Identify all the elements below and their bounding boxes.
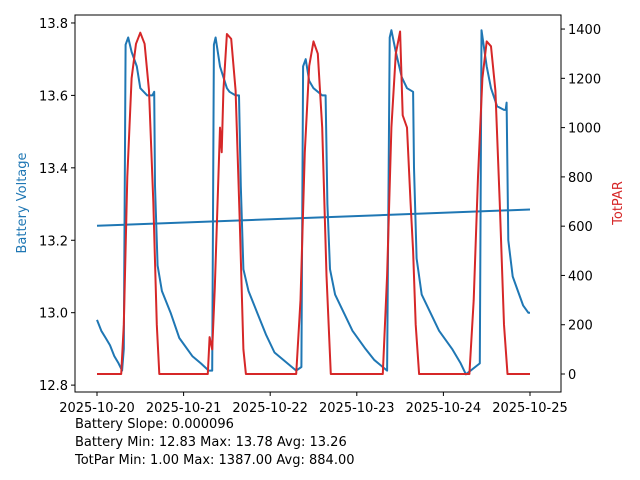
- left-axis-label: Battery Voltage: [15, 152, 30, 253]
- x-tick-label: 2025-10-23: [319, 401, 395, 416]
- y-right-tick-label: 600: [568, 220, 593, 235]
- y-right-tick-label: 800: [568, 171, 593, 186]
- y-left-tick-label: 13.0: [39, 307, 68, 322]
- y-right-tick-label: 400: [568, 269, 593, 284]
- series-battery-voltage: [96, 29, 530, 376]
- y-left-tick-label: 13.6: [39, 89, 68, 104]
- y-left-tick-label: 13.2: [39, 234, 68, 249]
- x-tick-label: 2025-10-25: [492, 401, 568, 416]
- y-left-tick-label: 13.8: [39, 17, 68, 32]
- y-right-tick-label: 1000: [568, 122, 601, 137]
- annotation-battery-stats: Battery Min: 12.83 Max: 13.78 Avg: 13.26: [75, 435, 347, 450]
- series-battery-trend: [96, 208, 531, 227]
- x-tick-label: 2025-10-22: [232, 401, 308, 416]
- annotation-battery-slope: Battery Slope: 0.000096: [75, 417, 234, 432]
- series-totpar: [97, 30, 530, 375]
- x-tick-label: 2025-10-20: [59, 401, 135, 416]
- y-left-tick-label: 12.8: [39, 379, 68, 394]
- y-right-tick-label: 200: [568, 319, 593, 334]
- x-tick-label: 2025-10-21: [146, 401, 222, 416]
- annotation-totpar-stats: TotPar Min: 1.00 Max: 1387.00 Avg: 884.0…: [75, 453, 355, 468]
- y-left-tick-label: 13.4: [39, 162, 68, 177]
- x-tick-label: 2025-10-24: [406, 401, 482, 416]
- y-right-tick-label: 1200: [568, 72, 601, 87]
- y-right-tick-label: 0: [568, 368, 576, 383]
- y-right-tick-label: 1400: [568, 23, 601, 38]
- plot-frame: [74, 14, 562, 393]
- right-axis-label: TotPAR: [611, 181, 626, 226]
